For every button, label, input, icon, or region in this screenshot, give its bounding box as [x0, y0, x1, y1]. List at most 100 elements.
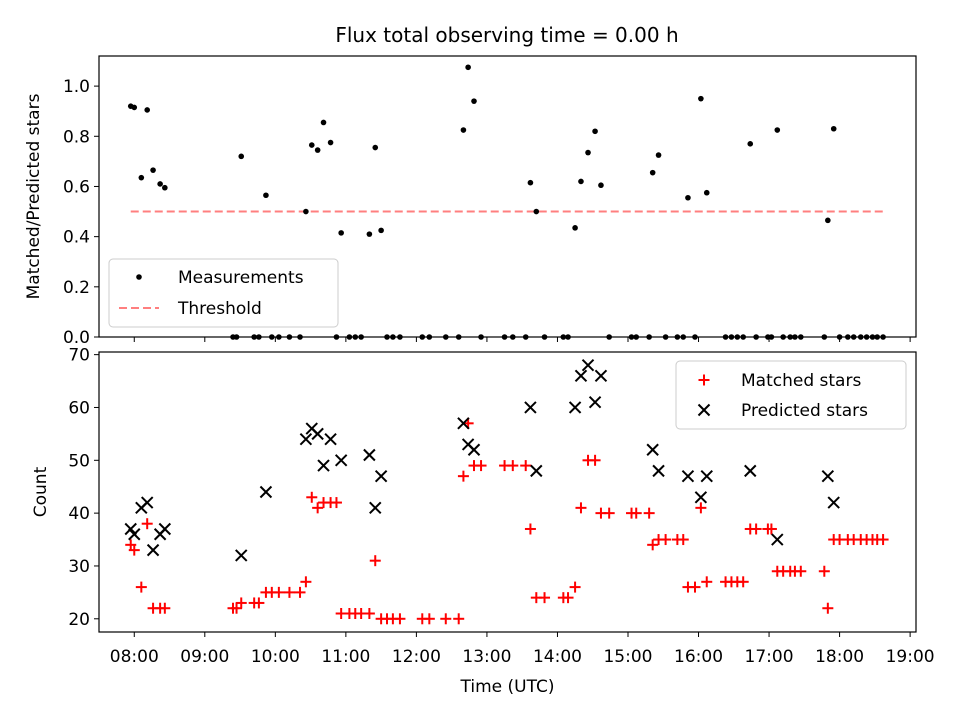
- x-tick-label: 14:00: [533, 647, 582, 667]
- matched-point: [643, 507, 655, 519]
- matched-point: [394, 613, 406, 625]
- predicted-point: [363, 448, 376, 462]
- x-tick-label: 17:00: [745, 647, 794, 667]
- matched-point: [273, 586, 285, 598]
- predicted-point: [140, 496, 154, 509]
- matched-point: [141, 518, 153, 530]
- matched-point: [569, 581, 581, 593]
- predicted-point: [374, 469, 388, 483]
- measurement-point: [703, 189, 710, 196]
- predicted-point: [646, 443, 659, 456]
- matched-point: [440, 613, 452, 625]
- measurement-point: [585, 149, 591, 156]
- measurement-point: [460, 127, 467, 133]
- matched-point: [128, 544, 140, 556]
- matched-point: [765, 523, 777, 535]
- y-tick-label: 0.4: [63, 228, 90, 248]
- matched-point: [630, 507, 642, 519]
- matched-point: [369, 555, 381, 567]
- measurement-point: [320, 119, 327, 126]
- legend-label: Measurements: [178, 268, 304, 288]
- x-tick-label: 10:00: [251, 647, 300, 667]
- predicted-point: [369, 501, 382, 515]
- measurement-point: [830, 125, 837, 132]
- matched-point: [647, 539, 659, 551]
- measurement-point: [747, 141, 754, 147]
- matched-point: [306, 491, 318, 503]
- y-tick-label: 50: [68, 451, 90, 471]
- measurement-point: [308, 142, 315, 148]
- x-tick-label: 16:00: [674, 647, 723, 667]
- predicted-point: [259, 485, 273, 499]
- predicted-point: [568, 401, 582, 414]
- bottom-axes-frame: [98, 351, 917, 633]
- measurement-point: [327, 139, 334, 146]
- y-axis-label: Count: [31, 466, 51, 517]
- y-axis-label: Matched/Predicted stars: [24, 93, 44, 299]
- matched-point: [363, 608, 375, 620]
- predicted-point: [821, 469, 835, 483]
- measurement-point: [157, 181, 163, 187]
- matched-point: [695, 502, 707, 514]
- predicted-point: [594, 369, 608, 382]
- matched-point: [475, 460, 487, 472]
- legend-label: Matched stars: [741, 371, 861, 391]
- predicted-point: [146, 543, 160, 557]
- measurement-point: [598, 182, 604, 189]
- measurement-point: [372, 144, 379, 151]
- legend-box: [675, 360, 907, 430]
- legend-marker-measurements: [136, 274, 142, 280]
- predicted-point: [588, 395, 602, 409]
- predicted-point: [524, 401, 537, 414]
- matched-point: [795, 565, 807, 577]
- legend: Matched stars Predicted stars: [675, 360, 907, 430]
- matched-point: [159, 602, 171, 614]
- predicted-point: [311, 427, 324, 441]
- x-tick-label: 09:00: [180, 647, 229, 667]
- measurement-point: [825, 217, 831, 224]
- predicted-point: [530, 464, 543, 478]
- x-tick-label: 18:00: [815, 647, 864, 667]
- matched-point: [507, 460, 519, 472]
- matched-point: [312, 502, 324, 514]
- chart-title: Flux total observing time = 0.00 h: [335, 23, 678, 47]
- matched-point: [701, 576, 713, 588]
- matched-point: [300, 576, 312, 588]
- measurement-point: [150, 167, 156, 173]
- y-tick-label: 60: [68, 398, 90, 418]
- legend-box: [108, 258, 339, 328]
- measurement-point: [144, 107, 150, 113]
- matched-point: [253, 597, 265, 609]
- measurement-point: [592, 128, 598, 135]
- matched-point: [750, 523, 762, 535]
- matched-point: [677, 534, 689, 546]
- x-tick-label: 12:00: [392, 647, 441, 667]
- matched-point: [689, 581, 701, 593]
- measurement-point: [238, 153, 245, 160]
- matched-point: [423, 613, 435, 625]
- y-tick-label: 0.6: [63, 177, 90, 197]
- matched-point: [520, 460, 532, 472]
- matched-point: [818, 565, 830, 577]
- matched-point: [737, 576, 749, 588]
- measurement-point: [378, 227, 384, 234]
- measurement-point: [162, 184, 168, 191]
- x-tick-label: 11:00: [321, 647, 370, 667]
- matched-point: [877, 534, 889, 546]
- matched-point: [524, 523, 536, 535]
- matched-point: [457, 470, 469, 482]
- y-tick-label: 0.0: [63, 328, 90, 348]
- matched-point: [283, 586, 295, 598]
- y-tick-label: 20: [68, 610, 90, 630]
- matched-point: [660, 534, 672, 546]
- x-tick-label: 08:00: [110, 647, 159, 667]
- measurement-point: [649, 169, 656, 176]
- measurement-point: [366, 231, 373, 237]
- predicted-point: [694, 491, 708, 504]
- y-tick-label: 0.2: [63, 278, 90, 298]
- matched-point: [698, 374, 710, 386]
- measurement-point: [655, 152, 662, 158]
- y-tick-label: 40: [68, 504, 90, 524]
- matched-point: [575, 502, 587, 514]
- predicted-point: [317, 459, 330, 472]
